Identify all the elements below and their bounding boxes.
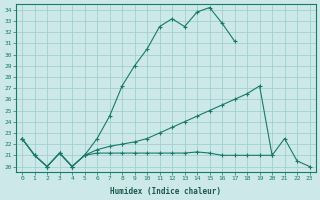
- X-axis label: Humidex (Indice chaleur): Humidex (Indice chaleur): [110, 187, 221, 196]
